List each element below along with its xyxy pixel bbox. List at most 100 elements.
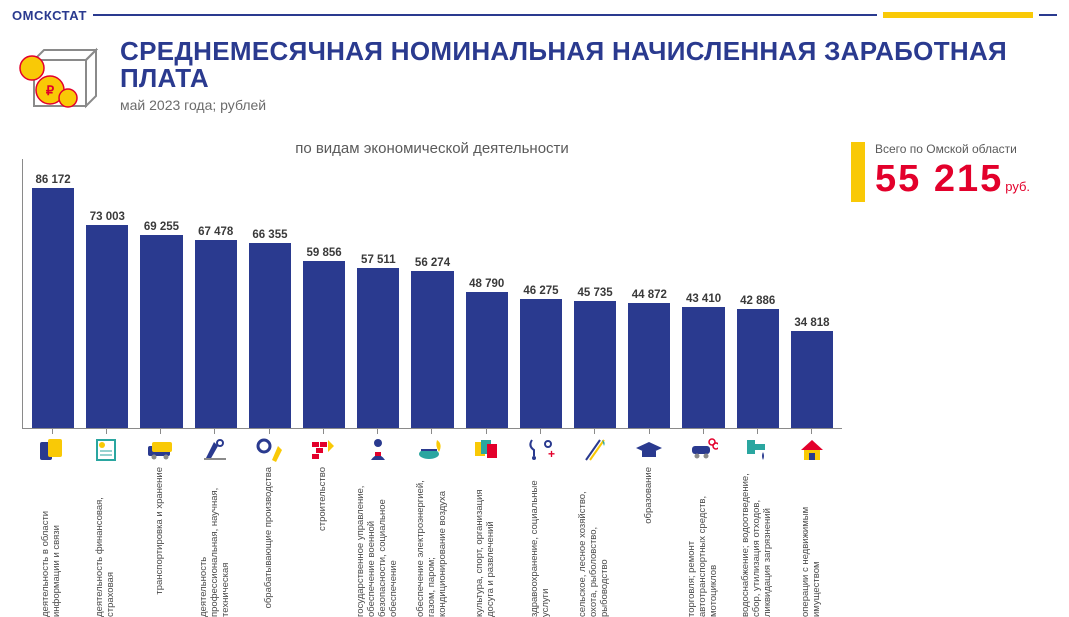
bar — [140, 235, 182, 428]
title-block: СРЕДНЕМЕСЯЧНАЯ НОМИНАЛЬНАЯ НАЧИСЛЕННАЯ З… — [120, 38, 1039, 113]
bar-col: 45 735 — [568, 287, 622, 428]
bar — [411, 271, 453, 428]
bar — [303, 261, 345, 428]
bar-value: 45 735 — [578, 287, 613, 299]
construction-icon — [308, 436, 338, 462]
category-label: здравоохранение, социальные услуги — [530, 467, 552, 617]
bar-chart: по видам экономической деятельности 86 1… — [22, 140, 842, 617]
axis-tick — [160, 429, 161, 434]
total-value-number: 55 215 — [875, 158, 1003, 200]
bar-col: 73 003 — [80, 211, 134, 428]
bar-value: 86 172 — [36, 174, 71, 186]
category-label: деятельность профессиональная, научная, … — [199, 467, 232, 617]
bar — [195, 240, 237, 428]
label-col: образование — [622, 429, 676, 617]
axis-tick — [377, 429, 378, 434]
category-label: государственное управление, обеспечение … — [356, 467, 400, 617]
category-label: торговля; ремонт автотранспортных средст… — [687, 467, 720, 617]
svg-text:₽: ₽ — [46, 83, 55, 98]
category-label: образование — [644, 467, 655, 524]
bar-value: 56 274 — [415, 257, 450, 269]
bar-value: 69 255 — [144, 221, 179, 233]
category-label: операции с недвижимым имуществом — [801, 467, 823, 617]
label-col: деятельность профессиональная, научная, … — [188, 429, 242, 617]
bar-col: 46 275 — [514, 285, 568, 428]
manufacturing-icon — [254, 436, 284, 462]
bar-col: 42 886 — [731, 295, 785, 428]
bar-col: 44 872 — [622, 289, 676, 428]
axis-tick — [594, 429, 595, 434]
label-col: + здравоохранение, социальные услуги — [513, 429, 567, 617]
axis-tick — [703, 429, 704, 434]
bar — [520, 299, 562, 428]
axis-tick — [649, 429, 650, 434]
label-col: обрабатывающие производства — [242, 429, 296, 617]
agro-icon — [580, 436, 610, 462]
label-col: обеспечение электроэнергией, газом, паро… — [405, 429, 459, 617]
category-label: водоснабжение; водоотведение, сбор, утил… — [741, 467, 774, 617]
category-label: транспортировка и хранение — [155, 467, 166, 595]
axis-tick — [52, 429, 53, 434]
label-col: сельское, лесное хозяйство, охота, рыбол… — [568, 429, 622, 617]
axis-tick — [486, 429, 487, 434]
bar-col: 67 478 — [189, 226, 243, 428]
bar — [86, 225, 128, 428]
rule-blue — [93, 14, 877, 16]
axis-tick — [811, 429, 812, 434]
page-subtitle: май 2023 года; рублей — [120, 97, 1039, 113]
bar-value: 44 872 — [632, 289, 667, 301]
coins-box-icon: ₽ — [18, 46, 98, 116]
bar — [574, 301, 616, 428]
bar — [249, 243, 291, 428]
bar — [737, 309, 779, 428]
bar-value: 67 478 — [198, 226, 233, 238]
bar-value: 48 790 — [469, 278, 504, 290]
category-label: деятельность финансовая, страховая — [95, 467, 117, 617]
category-label: сельское, лесное хозяйство, охота, рыбол… — [578, 467, 611, 617]
axis-tick — [269, 429, 270, 434]
science-icon — [200, 436, 230, 462]
bar-col: 48 790 — [460, 278, 514, 428]
info-icon — [37, 436, 67, 462]
label-col: деятельность финансовая, страховая — [79, 429, 133, 617]
trade-icon — [688, 436, 718, 462]
category-label: обрабатывающие производства — [264, 467, 275, 608]
education-icon — [634, 436, 664, 462]
label-col: транспортировка и хранение — [134, 429, 188, 617]
bar-col: 34 818 — [785, 317, 839, 428]
rule-yellow — [883, 12, 1033, 18]
category-label: культура, спорт, организация досуга и ра… — [475, 467, 497, 617]
label-col: строительство — [296, 429, 350, 617]
bar-value: 57 511 — [361, 254, 396, 266]
axis-tick — [540, 429, 541, 434]
svg-text:+: + — [548, 447, 555, 461]
category-label: обеспечение электроэнергией, газом, паро… — [416, 467, 449, 617]
axis-tick — [757, 429, 758, 434]
bar — [32, 188, 74, 428]
bar-value: 66 355 — [252, 229, 287, 241]
topbar: ОМСКСТАТ — [12, 8, 1057, 22]
bar — [357, 268, 399, 428]
label-col: торговля; ремонт автотранспортных средст… — [676, 429, 730, 617]
label-col: государственное управление, обеспечение … — [351, 429, 405, 617]
axis-tick — [214, 429, 215, 434]
bar-value: 34 818 — [794, 317, 829, 329]
bar-col: 43 410 — [676, 293, 730, 428]
government-icon — [363, 436, 393, 462]
bar-col: 59 856 — [297, 247, 351, 428]
bar-value: 43 410 — [686, 293, 721, 305]
bar — [628, 303, 670, 428]
transport-icon — [146, 436, 176, 462]
category-label: строительство — [318, 467, 329, 531]
bar-value: 46 275 — [523, 285, 558, 297]
bar-col: 69 255 — [134, 221, 188, 428]
health-icon: + — [526, 436, 556, 462]
bar-col: 66 355 — [243, 229, 297, 428]
label-col: культура, спорт, организация досуга и ра… — [459, 429, 513, 617]
chart-bars: 86 172 73 003 69 255 67 478 66 355 59 85… — [22, 159, 842, 429]
bar-col: 57 511 — [351, 254, 405, 428]
label-col: водоснабжение; водоотведение, сбор, утил… — [730, 429, 784, 617]
bar-col: 86 172 — [26, 174, 80, 428]
axis-tick — [106, 429, 107, 434]
bar-col: 56 274 — [405, 257, 459, 428]
